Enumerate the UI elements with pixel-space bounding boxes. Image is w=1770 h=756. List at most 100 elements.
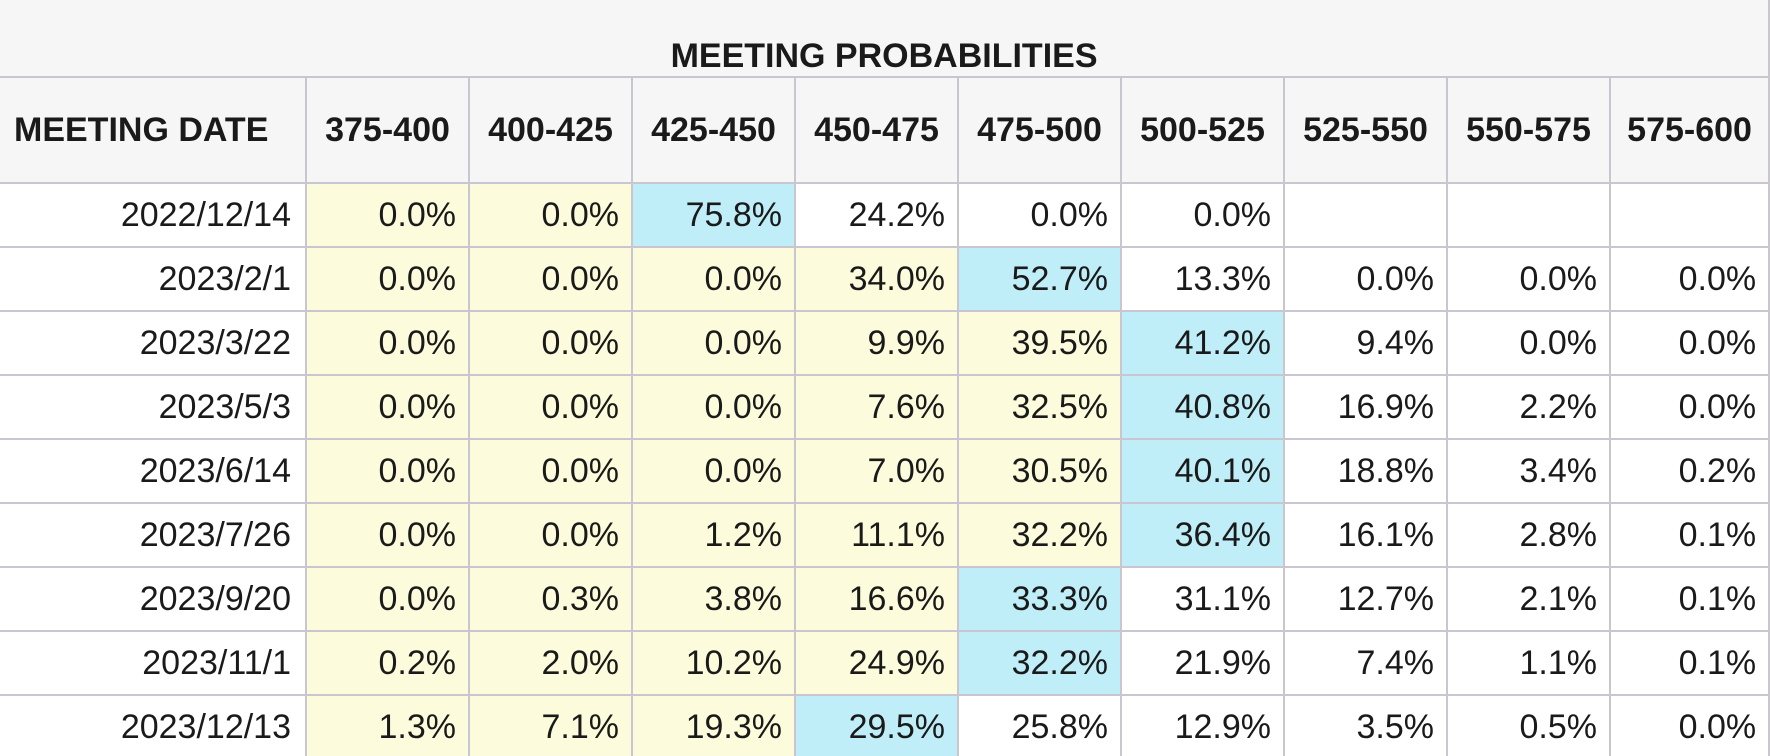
- probability-cell: 75.8%: [631, 182, 796, 248]
- probability-cell: 0.0%: [631, 438, 796, 504]
- probability-cell: 0.0%: [305, 246, 470, 312]
- probability-cell: 1.1%: [1446, 630, 1611, 696]
- table-body: 2022/12/14 0.0% 0.0% 75.8% 24.2% 0.0% 0.0% 2023…: [0, 182, 1770, 756]
- probability-cell: 0.0%: [1608, 374, 1770, 440]
- probability-cell: 0.0%: [631, 310, 796, 376]
- probability-cell: 19.3%: [631, 694, 796, 756]
- probability-cell: 39.5%: [957, 310, 1122, 376]
- meeting-date-cell: 2023/2/1: [0, 246, 307, 312]
- probability-cell: 0.0%: [305, 182, 470, 248]
- probability-cell: 0.0%: [1283, 246, 1448, 312]
- table-row: 2022/12/14 0.0% 0.0% 75.8% 24.2% 0.0% 0.0%: [0, 182, 1770, 248]
- probability-cell: 0.0%: [305, 438, 470, 504]
- column-header-475-500: 475-500: [957, 76, 1122, 184]
- probability-cell: 0.0%: [1608, 694, 1770, 756]
- column-header-425-450: 425-450: [631, 76, 796, 184]
- probability-cell: 2.0%: [468, 630, 633, 696]
- probability-cell: 11.1%: [794, 502, 959, 568]
- table-row: 2023/5/3 0.0% 0.0% 0.0% 7.6% 32.5% 40.8% 16.9% 2…: [0, 374, 1770, 440]
- probability-cell: 16.1%: [1283, 502, 1448, 568]
- probability-cell: 0.0%: [305, 310, 470, 376]
- probability-cell: 0.0%: [957, 182, 1122, 248]
- table-row: 2023/7/26 0.0% 0.0% 1.2% 11.1% 32.2% 36.4% 16.1…: [0, 502, 1770, 568]
- column-header-550-575: 550-575: [1446, 76, 1611, 184]
- probability-cell: [1446, 182, 1611, 248]
- probability-cell: 0.0%: [305, 502, 470, 568]
- probability-cell: 0.0%: [1608, 310, 1770, 376]
- probability-cell: 25.8%: [957, 694, 1122, 756]
- column-header-400-425: 400-425: [468, 76, 633, 184]
- probability-cell: 3.8%: [631, 566, 796, 632]
- probability-cell: 16.9%: [1283, 374, 1448, 440]
- probability-cell: 31.1%: [1120, 566, 1285, 632]
- probability-cell: 7.0%: [794, 438, 959, 504]
- probability-cell: 0.0%: [468, 438, 633, 504]
- probability-cell: 13.3%: [1120, 246, 1285, 312]
- probability-cell: 7.4%: [1283, 630, 1448, 696]
- probability-cell: 34.0%: [794, 246, 959, 312]
- probability-cell: 0.0%: [468, 310, 633, 376]
- meeting-date-cell: 2023/5/3: [0, 374, 307, 440]
- probability-cell: 24.9%: [794, 630, 959, 696]
- probability-cell: 3.4%: [1446, 438, 1611, 504]
- column-header-500-525: 500-525: [1120, 76, 1285, 184]
- probability-cell: 0.0%: [468, 502, 633, 568]
- probability-cell: 9.9%: [794, 310, 959, 376]
- probability-cell: 7.1%: [468, 694, 633, 756]
- probability-cell: 36.4%: [1120, 502, 1285, 568]
- table-row: 2023/9/20 0.0% 0.3% 3.8% 16.6% 33.3% 31.1% 12.7…: [0, 566, 1770, 632]
- probability-cell: 52.7%: [957, 246, 1122, 312]
- probability-cell: 32.2%: [957, 630, 1122, 696]
- probability-cell: 16.6%: [794, 566, 959, 632]
- table-row: 2023/3/22 0.0% 0.0% 0.0% 9.9% 39.5% 41.2% 9.4% 0…: [0, 310, 1770, 376]
- probability-cell: 32.2%: [957, 502, 1122, 568]
- meeting-date-cell: 2023/12/13: [0, 694, 307, 756]
- meeting-date-cell: 2023/3/22: [0, 310, 307, 376]
- probability-cell: 0.3%: [468, 566, 633, 632]
- probability-cell: 0.0%: [1446, 310, 1611, 376]
- probability-cell: 33.3%: [957, 566, 1122, 632]
- column-header-450-475: 450-475: [794, 76, 959, 184]
- probability-cell: 10.2%: [631, 630, 796, 696]
- probability-cell: 24.2%: [794, 182, 959, 248]
- probability-cell: 29.5%: [794, 694, 959, 756]
- meeting-date-cell: 2023/6/14: [0, 438, 307, 504]
- probability-cell: 2.8%: [1446, 502, 1611, 568]
- probability-cell: 40.8%: [1120, 374, 1285, 440]
- probability-cell: 1.2%: [631, 502, 796, 568]
- column-header-375-400: 375-400: [305, 76, 470, 184]
- probability-cell: 0.1%: [1608, 566, 1770, 632]
- probability-cell: 0.0%: [468, 246, 633, 312]
- probability-cell: 0.0%: [468, 374, 633, 440]
- probability-cell: 18.8%: [1283, 438, 1448, 504]
- table-row: 2023/2/1 0.0% 0.0% 0.0% 34.0% 52.7% 13.3% 0.0% 0…: [0, 246, 1770, 312]
- probability-cell: 0.1%: [1608, 502, 1770, 568]
- header-row: MEETING DATE 375-400 400-425 425-450 450-47…: [0, 76, 1770, 184]
- column-header-525-550: 525-550: [1283, 76, 1448, 184]
- probability-cell: 0.0%: [631, 374, 796, 440]
- probability-cell: 2.1%: [1446, 566, 1611, 632]
- probability-cell: 41.2%: [1120, 310, 1285, 376]
- probability-cell: 0.0%: [1608, 246, 1770, 312]
- probability-cell: 0.0%: [1446, 246, 1611, 312]
- probability-cell: 32.5%: [957, 374, 1122, 440]
- probability-cell: 9.4%: [1283, 310, 1448, 376]
- probability-cell: 0.1%: [1608, 630, 1770, 696]
- probability-cell: 7.6%: [794, 374, 959, 440]
- table-row: 2023/6/14 0.0% 0.0% 0.0% 7.0% 30.5% 40.1% 18.8%…: [0, 438, 1770, 504]
- probability-cell: 12.7%: [1283, 566, 1448, 632]
- probability-cell: 0.0%: [305, 374, 470, 440]
- probability-cell: 0.0%: [468, 182, 633, 248]
- probability-cell: [1608, 182, 1770, 248]
- meeting-date-cell: 2023/9/20: [0, 566, 307, 632]
- probability-cell: 0.5%: [1446, 694, 1611, 756]
- probability-cell: 0.2%: [1608, 438, 1770, 504]
- meeting-date-cell: 2023/11/1: [0, 630, 307, 696]
- probability-cell: 12.9%: [1120, 694, 1285, 756]
- table-title: MEETING PROBABILITIES: [0, 0, 1770, 78]
- meeting-date-cell: 2022/12/14: [0, 182, 307, 248]
- column-header-575-600: 575-600: [1608, 76, 1770, 184]
- probability-cell: 0.2%: [305, 630, 470, 696]
